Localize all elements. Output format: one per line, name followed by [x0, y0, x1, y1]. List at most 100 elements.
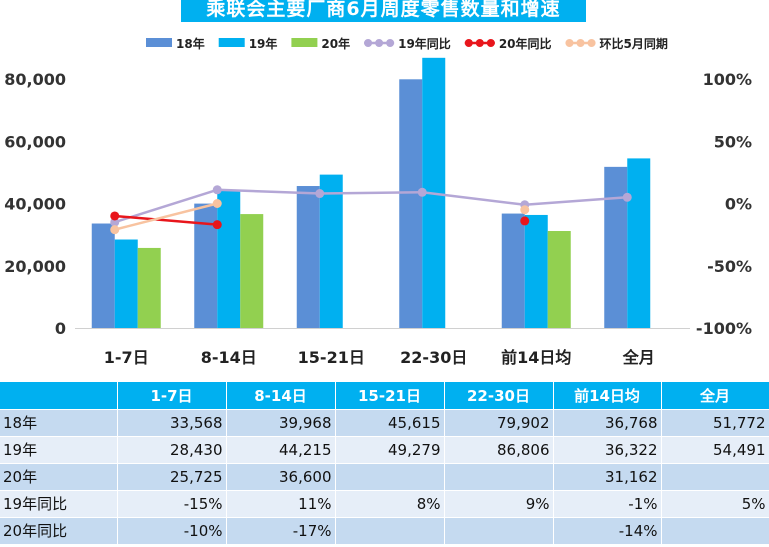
bar: [399, 79, 423, 328]
table-cell: 45,615: [335, 409, 445, 437]
legend-swatch-dot: [386, 39, 395, 47]
table-row: 19年 28,430 44,215 49,279 86,806 36,322 5…: [0, 436, 769, 464]
table-cell: -15%: [117, 490, 227, 518]
table-cell: 9%: [444, 490, 554, 518]
legend-swatch-dot: [565, 39, 574, 47]
bar: [217, 190, 241, 328]
table-cell: 11%: [226, 490, 336, 518]
bar: [501, 213, 525, 328]
bar: [524, 214, 548, 328]
series-point: [622, 192, 632, 202]
x-axis-tick-label: 前14日均: [501, 348, 571, 367]
y-axis-tick-label: 0: [55, 319, 66, 338]
x-axis-tick-label: 8-14日: [201, 348, 257, 367]
legend-label: 19年: [249, 36, 278, 51]
bar: [547, 231, 571, 328]
table-row-label: 20年: [0, 463, 118, 491]
x-axis-tick-label: 1-7日: [104, 348, 149, 367]
table-cell: 44,215: [226, 436, 336, 464]
table-cell: 5%: [661, 490, 769, 518]
y2-axis-tick-label: -100%: [696, 319, 752, 338]
series-point: [417, 187, 427, 197]
table-row: 20年同比 -10% -17% -14%: [0, 517, 769, 545]
table-row: 19年同比 -15% 11% 8% 9% -1% 5%: [0, 490, 769, 518]
bar: [137, 247, 161, 328]
y-axis-tick-label: 80,000: [4, 70, 66, 89]
table-row-label: 19年同比: [0, 490, 118, 518]
y2-axis-tick-label: 100%: [703, 70, 752, 89]
table-cell: [661, 517, 769, 545]
table-cell: [444, 463, 554, 491]
table-cell: 54,491: [661, 436, 769, 464]
series-point: [315, 189, 325, 199]
y-axis-tick-label: 20,000: [4, 257, 66, 276]
bar: [604, 166, 628, 328]
legend-swatch: [218, 38, 245, 47]
legend-swatch-dot: [364, 39, 373, 47]
series-point: [110, 211, 120, 221]
x-axis-tick-label: 22-30日: [400, 348, 467, 367]
x-axis-tick-label: 15-21日: [298, 348, 365, 367]
legend-label: 环比5月同期: [600, 36, 668, 51]
table-cell: 51,772: [661, 409, 769, 437]
table-cell: 31,162: [553, 463, 662, 491]
table-cell: -1%: [553, 490, 662, 518]
series-line-segment: [422, 191, 525, 206]
table-cell: [335, 463, 445, 491]
x-axis-tick-label: 全月: [622, 348, 655, 367]
legend-swatch-dot: [475, 39, 484, 47]
chart-plot: 0 20,000 40,000 60,000 80,000 -100% -50% 0% 50% 1…: [4, 36, 752, 367]
legend-label: 19年同比: [398, 36, 451, 51]
bar: [627, 158, 651, 328]
table-header-corner: [0, 382, 118, 410]
table-cell: [661, 463, 769, 491]
y-axis-tick-label: 40,000: [4, 195, 66, 214]
table-cell: 8%: [335, 490, 445, 518]
series-line-segment: [114, 202, 218, 231]
bar: [319, 174, 343, 328]
table-header-cell: 22-30日: [444, 382, 554, 410]
table-header-cell: 1-7日: [117, 382, 227, 410]
legend-swatch-dot: [464, 39, 473, 47]
legend-swatch: [146, 38, 172, 47]
table-cell: -10%: [117, 517, 227, 545]
series-line-segment: [319, 191, 423, 195]
table-cell: 33,568: [117, 409, 227, 437]
series-line-segment: [524, 196, 628, 206]
table-cell: 36,322: [553, 436, 662, 464]
legend-swatch-dot: [576, 39, 585, 47]
table-row: 20年 25,725 36,600 31,162: [0, 463, 769, 491]
table-header-row: 1-7日 8-14日 15-21日 22-30日 前14日均 全月: [0, 382, 769, 410]
table-header-cell: 8-14日: [226, 382, 336, 410]
legend-label: 20年: [321, 36, 350, 51]
series-line-segment: [114, 214, 218, 226]
y2-axis-tick-label: -50%: [707, 257, 752, 276]
table-cell: 86,806: [444, 436, 554, 464]
table-cell: 49,279: [335, 436, 445, 464]
chart-title: 乘联会主要厂商6月周度零售数量和增速: [181, 0, 586, 22]
y2-axis-tick-label: 50%: [714, 132, 752, 151]
series-point: [110, 225, 120, 235]
table-cell: 36,768: [553, 409, 662, 437]
table-cell: [444, 517, 554, 545]
legend-swatch: [291, 38, 318, 47]
y2-axis-tick-label: 0%: [725, 195, 752, 214]
bar: [114, 239, 138, 328]
table-cell: -17%: [226, 517, 336, 545]
legend-label: 20年同比: [499, 36, 552, 51]
legend-swatch-dot: [375, 39, 384, 47]
table-cell: 25,725: [117, 463, 227, 491]
table-cell: 79,902: [444, 409, 554, 437]
bar: [296, 186, 320, 328]
bar: [194, 203, 218, 328]
table-cell: 39,968: [226, 409, 336, 437]
y-axis-tick-label: 60,000: [4, 132, 66, 151]
table-row-label: 20年同比: [0, 517, 118, 545]
series-point: [212, 199, 222, 208]
table-cell: 36,600: [226, 463, 336, 491]
series-point: [520, 205, 530, 215]
table-cell: 28,430: [117, 436, 227, 464]
table-header-cell: 15-21日: [335, 382, 445, 410]
series-line-segment: [217, 188, 320, 195]
